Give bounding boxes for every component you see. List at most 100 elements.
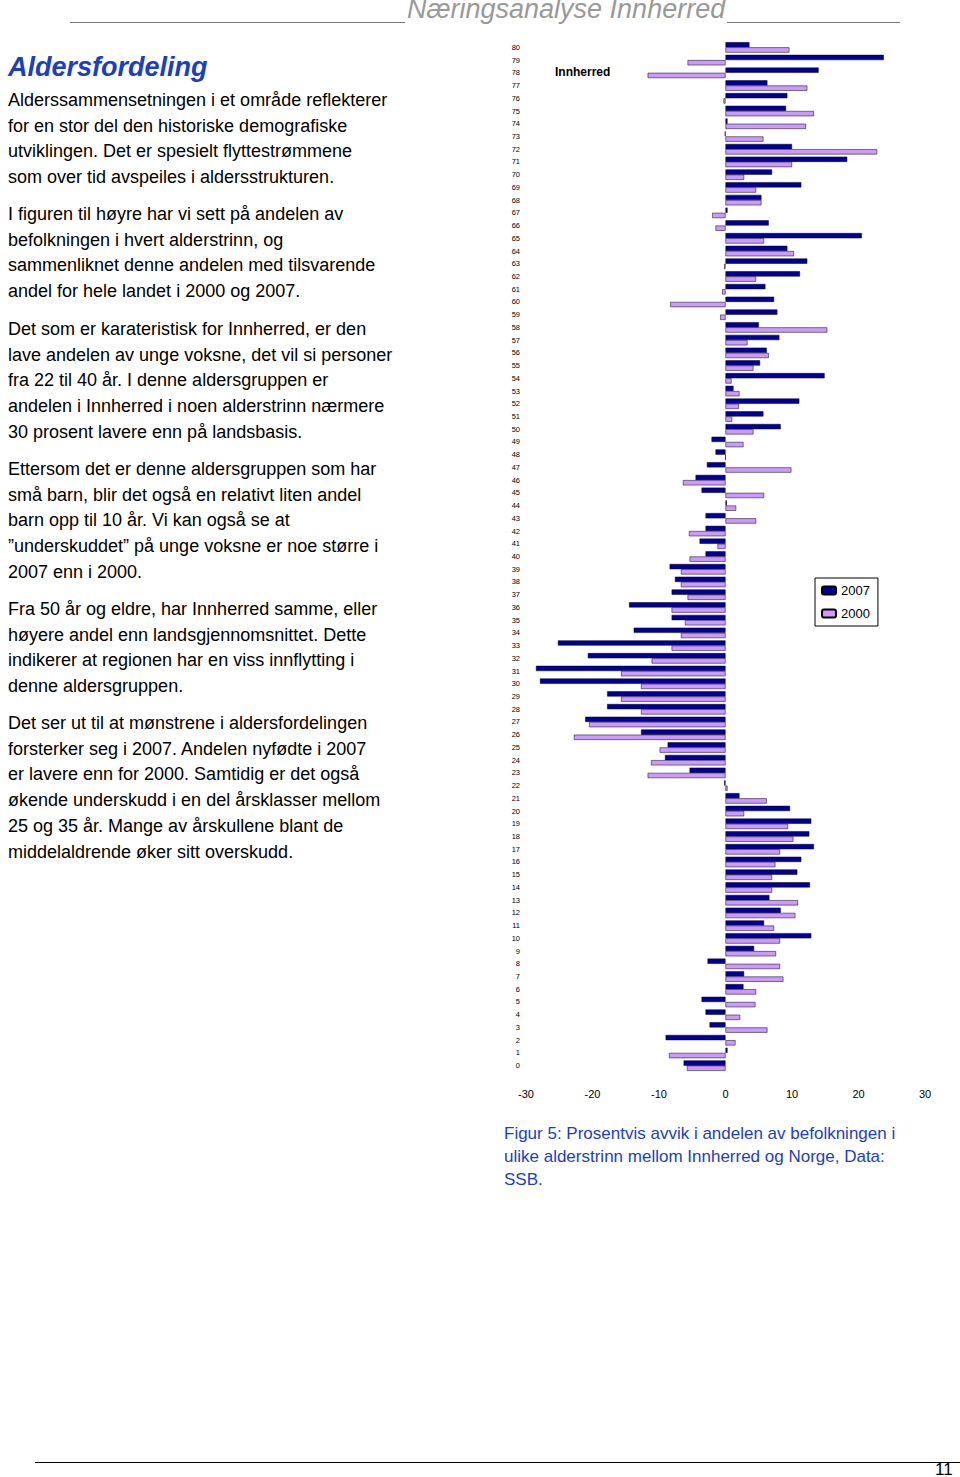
svg-text:32: 32 xyxy=(512,654,520,663)
svg-text:8: 8 xyxy=(516,959,520,968)
svg-text:47: 47 xyxy=(512,463,520,472)
html-text:for en stor del den historiske: for en stor del den historiske demografi… xyxy=(8,115,348,136)
svg-text:56: 56 xyxy=(512,348,520,357)
svg-text:30: 30 xyxy=(919,1088,931,1100)
svg-text:59: 59 xyxy=(512,310,520,319)
html-text:lave andelen av unge voksne, d: lave andelen av unge voksne, det vil si … xyxy=(8,344,393,365)
svg-text:21: 21 xyxy=(512,794,520,803)
svg-text:6: 6 xyxy=(516,985,520,994)
html-text:sammenliknet denne andelen med: sammenliknet denne andelen med tilsvaren… xyxy=(8,255,376,276)
svg-text:71: 71 xyxy=(512,157,520,166)
svg-text:73: 73 xyxy=(512,132,520,141)
svg-text:72: 72 xyxy=(512,145,520,154)
svg-text:22: 22 xyxy=(512,781,520,790)
svg-text:0: 0 xyxy=(516,1061,520,1070)
svg-text:16: 16 xyxy=(512,857,520,866)
html-text:fra 22 til 40 år. I denne alde: fra 22 til 40 år. I denne aldersgruppen … xyxy=(8,370,329,391)
svg-text:15: 15 xyxy=(512,870,520,879)
svg-text:2000: 2000 xyxy=(841,606,870,621)
svg-text:25: 25 xyxy=(512,743,520,752)
svg-text:42: 42 xyxy=(512,527,520,536)
svg-text:29: 29 xyxy=(512,692,520,701)
svg-text:51: 51 xyxy=(512,412,520,421)
svg-text:11: 11 xyxy=(512,921,520,930)
svg-text:33: 33 xyxy=(512,641,520,650)
svg-text:14: 14 xyxy=(512,883,520,892)
svg-text:-10: -10 xyxy=(651,1088,667,1100)
svg-text:64: 64 xyxy=(512,247,520,256)
svg-text:9: 9 xyxy=(516,947,520,956)
svg-text:78: 78 xyxy=(512,68,520,77)
svg-text:0: 0 xyxy=(722,1088,728,1100)
svg-text:26: 26 xyxy=(512,730,520,739)
svg-text:80: 80 xyxy=(512,43,520,52)
svg-text:55: 55 xyxy=(512,361,520,370)
svg-text:53: 53 xyxy=(512,387,520,396)
svg-text:68: 68 xyxy=(512,196,520,205)
svg-text:60: 60 xyxy=(512,297,520,306)
html-text:utviklingen. Det er spesielt f: utviklingen. Det er spesielt flyttestrøm… xyxy=(8,141,353,162)
svg-text:48: 48 xyxy=(512,450,520,459)
svg-text:12: 12 xyxy=(512,908,520,917)
svg-text:49: 49 xyxy=(512,437,520,446)
svg-text:40: 40 xyxy=(512,552,520,561)
svg-text:18: 18 xyxy=(512,832,520,841)
svg-text:1: 1 xyxy=(516,1048,520,1057)
svg-text:-30: -30 xyxy=(518,1088,534,1100)
svg-text:34: 34 xyxy=(512,628,520,637)
svg-text:-20: -20 xyxy=(585,1088,601,1100)
svg-text:20: 20 xyxy=(852,1088,864,1100)
svg-text:4: 4 xyxy=(516,1010,520,1019)
svg-text:20: 20 xyxy=(512,807,520,816)
svg-text:50: 50 xyxy=(512,425,520,434)
svg-text:77: 77 xyxy=(512,81,520,90)
svg-text:2: 2 xyxy=(516,1036,520,1045)
svg-text:74: 74 xyxy=(512,119,520,128)
svg-text:3: 3 xyxy=(516,1023,520,1032)
svg-text:39: 39 xyxy=(512,565,520,574)
svg-text:38: 38 xyxy=(512,577,520,586)
svg-text:7: 7 xyxy=(516,972,520,981)
svg-text:46: 46 xyxy=(512,476,520,485)
svg-text:69: 69 xyxy=(512,183,520,192)
html-text:andel for hele landet i 2000 o: andel for hele landet i 2000 og 2007. xyxy=(8,281,301,302)
svg-text:30: 30 xyxy=(512,679,520,688)
svg-text:65: 65 xyxy=(512,234,520,243)
svg-text:62: 62 xyxy=(512,272,520,281)
svg-text:27: 27 xyxy=(512,717,520,726)
svg-text:63: 63 xyxy=(512,259,520,268)
svg-text:10: 10 xyxy=(786,1088,798,1100)
svg-text:43: 43 xyxy=(512,514,520,523)
svg-text:10: 10 xyxy=(512,934,520,943)
svg-text:2007: 2007 xyxy=(841,583,870,598)
svg-text:61: 61 xyxy=(512,285,520,294)
svg-text:45: 45 xyxy=(512,488,520,497)
svg-text:57: 57 xyxy=(512,336,520,345)
svg-text:23: 23 xyxy=(512,768,520,777)
svg-text:41: 41 xyxy=(512,539,520,548)
svg-text:76: 76 xyxy=(512,94,520,103)
html-text:Aldersfordeling: Aldersfordeling xyxy=(8,52,208,82)
svg-text:52: 52 xyxy=(512,399,520,408)
svg-text:17: 17 xyxy=(512,845,520,854)
svg-text:44: 44 xyxy=(512,501,520,510)
svg-text:31: 31 xyxy=(512,667,520,676)
svg-text:5: 5 xyxy=(516,997,520,1006)
svg-text:28: 28 xyxy=(512,705,520,714)
svg-text:24: 24 xyxy=(512,756,520,765)
svg-text:66: 66 xyxy=(512,221,520,230)
svg-text:19: 19 xyxy=(512,819,520,828)
svg-text:13: 13 xyxy=(512,896,520,905)
html-text:som over tid avspeiles i alder: som over tid avspeiles i aldersstrukture… xyxy=(8,167,335,188)
svg-text:70: 70 xyxy=(512,170,520,179)
svg-text:35: 35 xyxy=(512,616,520,625)
svg-text:37: 37 xyxy=(512,590,520,599)
svg-text:Innherred: Innherred xyxy=(555,65,610,79)
svg-text:54: 54 xyxy=(512,374,520,383)
svg-text:36: 36 xyxy=(512,603,520,612)
svg-text:79: 79 xyxy=(512,56,520,65)
svg-text:67: 67 xyxy=(512,208,520,217)
html-text:befolkningen i hvert alderstri: befolkningen i hvert alderstrinn, og xyxy=(8,229,284,250)
svg-text:58: 58 xyxy=(512,323,520,332)
svg-text:75: 75 xyxy=(512,107,520,116)
